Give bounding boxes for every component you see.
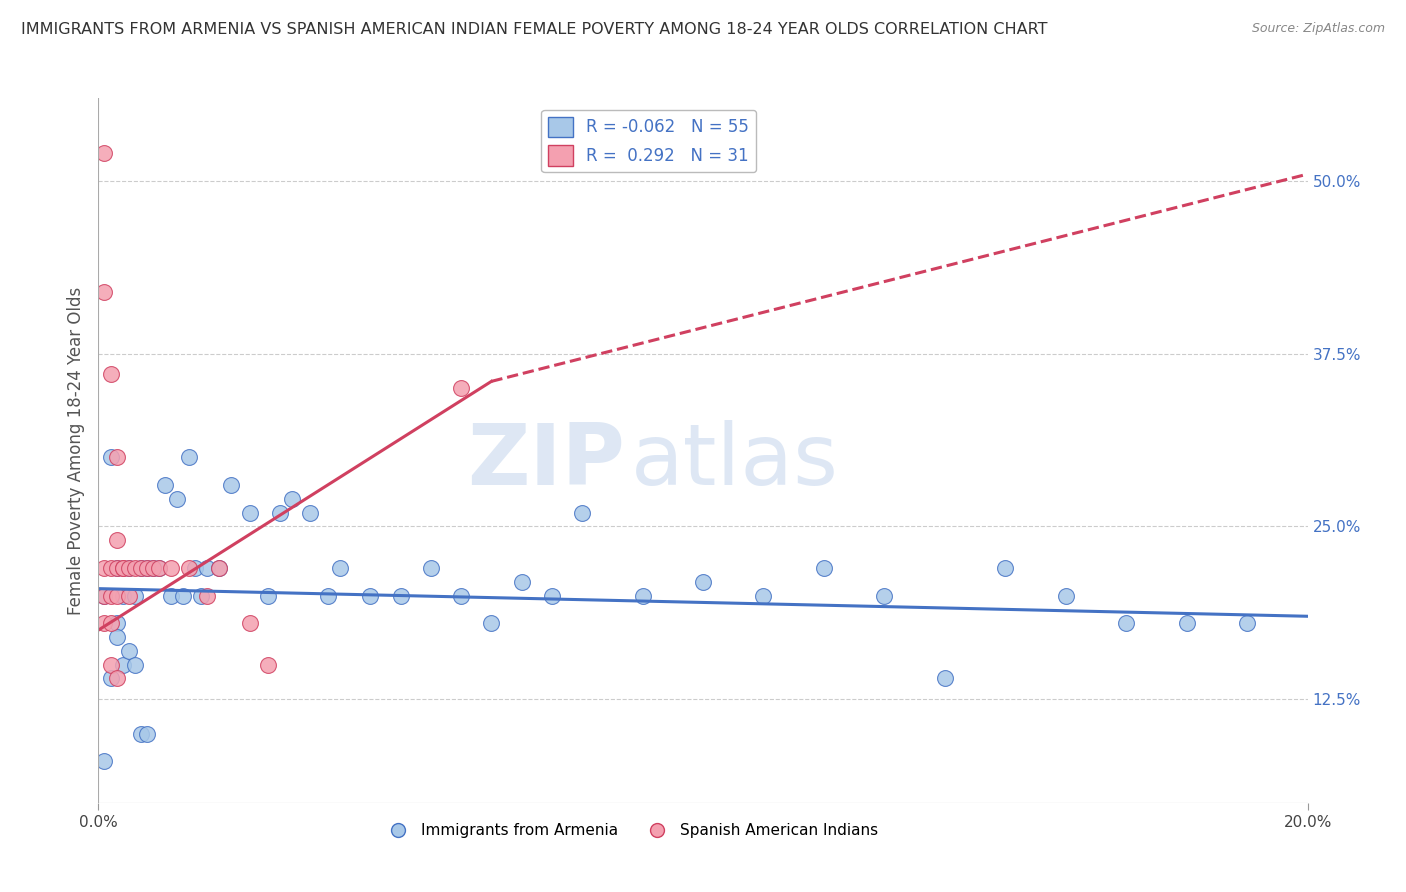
Point xyxy=(540,589,562,603)
Point xyxy=(195,589,218,603)
Point xyxy=(813,561,835,575)
Point xyxy=(111,561,134,575)
Point xyxy=(118,561,141,575)
Point xyxy=(389,589,412,603)
Point xyxy=(281,491,304,506)
Point xyxy=(93,285,115,299)
Point xyxy=(450,381,472,395)
Point xyxy=(105,630,128,644)
Point xyxy=(256,589,278,603)
Point xyxy=(93,616,115,631)
Point xyxy=(994,561,1017,575)
Point xyxy=(129,727,152,741)
Point xyxy=(118,561,141,575)
Point xyxy=(360,589,382,603)
Point xyxy=(184,561,207,575)
Point xyxy=(100,589,122,603)
Point xyxy=(172,589,194,603)
Point xyxy=(105,561,128,575)
Point xyxy=(100,616,122,631)
Point xyxy=(93,561,115,575)
Point xyxy=(299,506,322,520)
Point xyxy=(124,657,146,672)
Point xyxy=(239,506,262,520)
Point xyxy=(179,561,201,575)
Point xyxy=(160,561,183,575)
Point xyxy=(256,657,278,672)
Point xyxy=(510,574,533,589)
Point xyxy=(166,491,188,506)
Point xyxy=(105,533,128,548)
Point xyxy=(481,616,503,631)
Point xyxy=(1236,616,1258,631)
Point xyxy=(129,561,152,575)
Point xyxy=(179,450,201,465)
Point xyxy=(571,506,593,520)
Text: atlas: atlas xyxy=(630,419,838,502)
Legend: Immigrants from Armenia, Spanish American Indians: Immigrants from Armenia, Spanish America… xyxy=(377,817,884,845)
Point xyxy=(105,672,128,686)
Point xyxy=(111,589,134,603)
Point xyxy=(111,657,134,672)
Point xyxy=(450,589,472,603)
Point xyxy=(135,727,157,741)
Point xyxy=(142,561,165,575)
Point xyxy=(1054,589,1077,603)
Point xyxy=(329,561,352,575)
Text: ZIP: ZIP xyxy=(467,419,624,502)
Point xyxy=(129,561,152,575)
Point xyxy=(148,561,170,575)
Y-axis label: Female Poverty Among 18-24 Year Olds: Female Poverty Among 18-24 Year Olds xyxy=(66,286,84,615)
Point xyxy=(93,589,115,603)
Point xyxy=(934,672,956,686)
Point xyxy=(93,589,115,603)
Point xyxy=(124,561,146,575)
Point xyxy=(105,616,128,631)
Point xyxy=(100,657,122,672)
Point xyxy=(153,478,176,492)
Point xyxy=(190,589,212,603)
Point xyxy=(269,506,291,520)
Point xyxy=(221,478,243,492)
Point xyxy=(100,672,122,686)
Point xyxy=(100,561,122,575)
Point xyxy=(316,589,339,603)
Point xyxy=(1115,616,1137,631)
Point xyxy=(93,146,115,161)
Point xyxy=(142,561,165,575)
Point xyxy=(105,561,128,575)
Text: Source: ZipAtlas.com: Source: ZipAtlas.com xyxy=(1251,22,1385,36)
Point xyxy=(93,755,115,769)
Point xyxy=(631,589,654,603)
Point xyxy=(100,450,122,465)
Point xyxy=(118,589,141,603)
Point xyxy=(118,644,141,658)
Point xyxy=(692,574,714,589)
Point xyxy=(873,589,896,603)
Point xyxy=(111,561,134,575)
Text: IMMIGRANTS FROM ARMENIA VS SPANISH AMERICAN INDIAN FEMALE POVERTY AMONG 18-24 YE: IMMIGRANTS FROM ARMENIA VS SPANISH AMERI… xyxy=(21,22,1047,37)
Point xyxy=(160,589,183,603)
Point xyxy=(420,561,443,575)
Point xyxy=(195,561,218,575)
Point xyxy=(135,561,157,575)
Point xyxy=(239,616,262,631)
Point xyxy=(208,561,231,575)
Point xyxy=(105,450,128,465)
Point xyxy=(752,589,775,603)
Point xyxy=(100,368,122,382)
Point xyxy=(135,561,157,575)
Point xyxy=(1175,616,1198,631)
Point xyxy=(208,561,231,575)
Point xyxy=(124,589,146,603)
Point xyxy=(105,589,128,603)
Point xyxy=(148,561,170,575)
